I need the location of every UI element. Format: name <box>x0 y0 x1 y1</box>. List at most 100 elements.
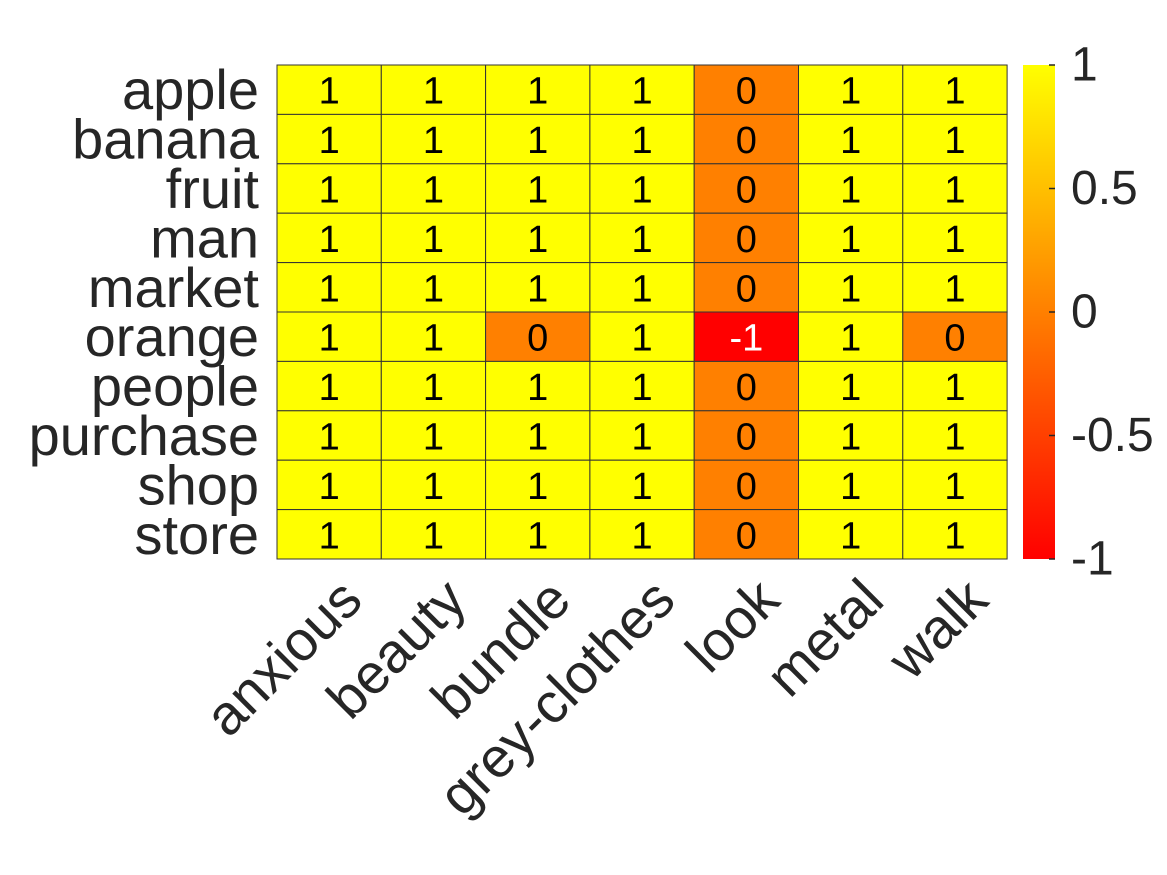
cell-value-label: 1 <box>319 515 340 557</box>
column-label: metal <box>754 567 895 708</box>
cell-value-label: 1 <box>319 71 340 113</box>
cell-value-label: 0 <box>736 515 757 557</box>
heatmap-cell <box>276 212 382 264</box>
cell-value-label: 1 <box>840 318 861 360</box>
cell-value-label: 1 <box>423 71 444 113</box>
cell-value-label: 1 <box>319 318 340 360</box>
cell-value-label: 1 <box>527 120 548 162</box>
cell-value-label: 1 <box>944 71 965 113</box>
heatmap-cell <box>380 163 487 214</box>
heatmap-cell <box>902 113 1008 165</box>
heatmap-cell <box>798 64 904 115</box>
row-labels: applebananafruitmanmarketorangepeoplepur… <box>29 58 260 566</box>
heatmap-cell <box>693 163 800 214</box>
heatmap-cell <box>902 360 1008 412</box>
cell-value-label: 1 <box>840 417 861 459</box>
cell-value-label: -1 <box>729 318 763 360</box>
heatmap-cell <box>589 212 695 264</box>
cell-value-label: 1 <box>527 515 548 557</box>
cell-value-label: 1 <box>423 219 444 261</box>
heatmap-cell <box>798 509 904 560</box>
row-label: store <box>135 503 260 566</box>
column-labels: anxiousbeautybundlegrey-clotheslookmetal… <box>192 566 1000 827</box>
cell-value-label: 1 <box>944 120 965 162</box>
row-label: people <box>91 355 259 418</box>
cell-value-label: 1 <box>944 466 965 508</box>
heatmap-cell <box>485 311 591 362</box>
cell-value-label: 1 <box>944 268 965 310</box>
cell-value-label: 1 <box>423 367 444 409</box>
row-label: banana <box>72 108 260 171</box>
heatmap-cell <box>693 459 800 511</box>
cell-value-label: 1 <box>944 515 965 557</box>
heatmap-cell <box>485 360 591 412</box>
cell-value-label: 1 <box>527 268 548 310</box>
cell-value-label: 0 <box>736 466 757 508</box>
cell-value-label: 1 <box>631 367 652 409</box>
cell-value-label: 0 <box>736 120 757 162</box>
heatmap-cell <box>380 410 487 461</box>
heatmap-cell <box>902 163 1008 214</box>
heatmap-cell <box>693 410 800 461</box>
heatmap-cell <box>276 311 382 362</box>
heatmap-cell <box>380 212 487 264</box>
colorbar: -1 -0.5 0 0.5 1 <box>1023 39 1154 586</box>
cell-value-label: 1 <box>319 466 340 508</box>
cell-value-label: 1 <box>423 515 444 557</box>
heatmap-cell <box>276 410 382 461</box>
cell-value-label: 1 <box>527 219 548 261</box>
colorbar-tick-label: 0 <box>1071 286 1098 339</box>
cell-value-label: 1 <box>527 71 548 113</box>
cell-value-label: 1 <box>840 219 861 261</box>
cell-value-label: 1 <box>631 466 652 508</box>
colorbar-tick-label: -1 <box>1071 533 1114 586</box>
heatmap-cell <box>485 163 591 214</box>
heatmap-cell <box>380 64 487 115</box>
cell-value-label: 0 <box>736 417 757 459</box>
heatmap-cell <box>380 311 487 362</box>
cell-value-label: 1 <box>631 170 652 212</box>
cell-value-label: 1 <box>840 170 861 212</box>
cell-value-label: 1 <box>840 515 861 557</box>
cell-value-label: 1 <box>840 367 861 409</box>
heatmap-cell <box>589 163 695 214</box>
cell-value-label: 1 <box>319 367 340 409</box>
heatmap-cell <box>276 262 382 313</box>
cell-value-label: 0 <box>736 71 757 113</box>
heatmap-cell <box>589 360 695 412</box>
heatmap-cell <box>485 262 591 313</box>
heatmap-cells: 1 1 1 1 0 1 1 1 1 1 1 0 1 1 1 1 1 1 0 1 1 1 1 1 1 0 1 1 1 1 1 1 0 1 1 1 1 0 1 -… <box>276 64 1008 560</box>
row-label: fruit <box>166 157 260 220</box>
cell-value-label: 1 <box>631 318 652 360</box>
cell-value-label: 1 <box>527 367 548 409</box>
heatmap-cell <box>589 311 695 362</box>
heatmap-cell <box>485 509 591 560</box>
cell-value-label: 1 <box>631 71 652 113</box>
cell-value-label: 1 <box>944 417 965 459</box>
colorbar-tick-label: -0.5 <box>1071 409 1154 462</box>
heatmap-cell <box>798 212 904 264</box>
cell-value-label: 1 <box>527 170 548 212</box>
heatmap-cell <box>276 509 382 560</box>
cell-value-label: 1 <box>944 170 965 212</box>
cell-value-label: 1 <box>527 417 548 459</box>
colorbar-tick-label: 0.5 <box>1071 162 1138 215</box>
cell-value-label: 1 <box>840 268 861 310</box>
cell-value-label: 1 <box>319 120 340 162</box>
cell-value-label: 1 <box>944 219 965 261</box>
heatmap-cell <box>798 163 904 214</box>
cell-value-label: 1 <box>423 318 444 360</box>
row-label: apple <box>122 58 259 121</box>
cell-value-label: 1 <box>319 170 340 212</box>
cell-value-label: 1 <box>319 219 340 261</box>
heatmap-cell <box>693 113 800 165</box>
cell-value-label: 1 <box>319 417 340 459</box>
heatmap-cell <box>902 311 1008 362</box>
column-label: walk <box>875 566 1000 691</box>
cell-value-label: 1 <box>423 120 444 162</box>
cell-value-label: 1 <box>527 466 548 508</box>
heatmap-cell <box>485 113 591 165</box>
cell-value-label: 1 <box>423 466 444 508</box>
cell-value-label: 1 <box>631 417 652 459</box>
